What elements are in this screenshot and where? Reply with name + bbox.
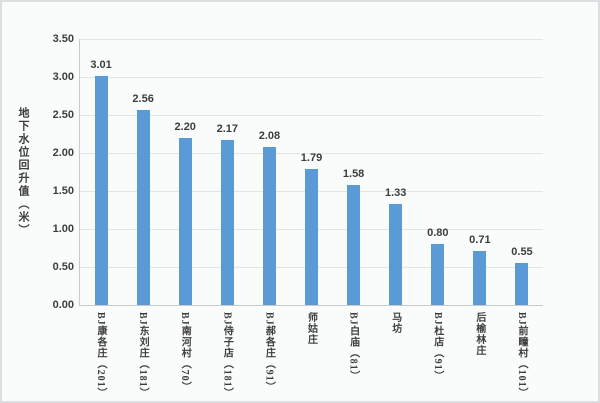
- bar: [473, 251, 487, 305]
- x-tick-label: 师姑庄: [305, 312, 317, 345]
- gridline: [80, 39, 543, 40]
- bar-slot: 2.56: [122, 39, 164, 305]
- bar-slot: 0.55: [501, 39, 543, 305]
- bar: [305, 168, 319, 305]
- x-axis-tick-labels: BJ康各庄（201） BJ东刘庄（181） BJ南河村（70） BJ侍子店（181） B…: [79, 312, 542, 401]
- gridline: [80, 115, 543, 116]
- bar-slot: 2.08: [248, 39, 290, 305]
- bar-value-label: 1.33: [384, 186, 407, 199]
- bar-value-label: 2.20: [174, 120, 196, 133]
- bar-value-label: 2.08: [258, 129, 281, 142]
- y-axis-title: 地下水位回升值（米）: [17, 107, 29, 237]
- bar-slot: 3.01: [80, 39, 122, 305]
- x-tick-label: BJ康各庄（201）: [95, 312, 107, 399]
- y-tick-label: 1.50: [52, 185, 74, 197]
- bar: [347, 184, 361, 305]
- bar-slot: 1.58: [333, 39, 375, 305]
- bar: [94, 76, 108, 305]
- bar: [262, 146, 276, 305]
- bar-value-label: 3.01: [90, 59, 112, 72]
- bar-value-label: 1.58: [342, 167, 365, 180]
- x-tick-label: BJ南河村（70）: [179, 312, 191, 393]
- x-tick-slot: BJ郝各庄（91）: [247, 312, 289, 393]
- bar: [220, 140, 234, 305]
- x-tick-slot: BJ白庙（81）: [332, 312, 374, 382]
- x-tick-slot: 马坊: [374, 312, 416, 334]
- x-tick-label: 后榆林庄: [473, 312, 485, 356]
- x-tick-label: BJ杜店（91）: [431, 312, 443, 382]
- bar-slot: 2.17: [206, 39, 248, 305]
- x-tick-slot: 师姑庄: [289, 312, 331, 345]
- bar-value-label: 1.79: [300, 151, 323, 164]
- bar: [136, 110, 150, 305]
- y-axis-tick-labels: 0.00 0.50 1.00 1.50 2.00 2.50 3.00 3.50: [2, 33, 74, 311]
- bar-value-label: 0.71: [469, 234, 491, 247]
- bars-row: 3.01 2.56 2.20 2.17 2.08 1.79 1.58 1.33 0.80 0.71…: [80, 39, 543, 305]
- x-tick-slot: BJ康各庄（201）: [79, 312, 121, 399]
- y-tick-label: 0.00: [52, 299, 74, 311]
- bar-value-label: 0.80: [427, 227, 449, 240]
- y-tick-label: 2.50: [52, 109, 74, 121]
- bar: [515, 263, 529, 305]
- x-tick-label: BJ郝各庄（91）: [263, 312, 275, 393]
- gridline: [80, 77, 543, 78]
- bar-slot: 2.20: [164, 39, 206, 305]
- bar-slot: 1.33: [375, 39, 417, 305]
- x-tick-slot: BJ前疃村（101）: [500, 312, 542, 399]
- plot-area: 3.01 2.56 2.20 2.17 2.08 1.79 1.58 1.33 0.80 0.71…: [79, 39, 543, 306]
- x-tick-label: BJ前疃村（101）: [515, 312, 527, 399]
- y-tick-label: 0.50: [52, 261, 74, 273]
- y-tick-label: 2.00: [52, 147, 74, 159]
- bar: [178, 137, 192, 305]
- x-tick-slot: 后榆林庄: [458, 312, 500, 356]
- x-tick-label: BJ东刘庄（181）: [137, 312, 149, 399]
- x-tick-label: BJ白庙（81）: [347, 312, 359, 382]
- bar-value-label: 2.56: [132, 93, 154, 106]
- bar-value-label: 0.55: [511, 246, 533, 259]
- bar-slot: 0.80: [417, 39, 459, 305]
- y-tick-label: 3.50: [52, 33, 74, 45]
- bar: [431, 244, 445, 305]
- x-tick-slot: BJ侍子店（181）: [205, 312, 247, 399]
- bar-slot: 1.79: [290, 39, 332, 305]
- x-tick-slot: BJ杜店（91）: [416, 312, 458, 382]
- bar-value-label: 2.17: [216, 123, 239, 136]
- x-tick-label: BJ侍子店（181）: [221, 312, 233, 399]
- x-tick-label: 马坊: [389, 312, 401, 334]
- gridline: [80, 153, 543, 154]
- bar: [389, 203, 403, 305]
- x-tick-slot: BJ东刘庄（181）: [121, 312, 163, 399]
- bar-slot: 0.71: [459, 39, 501, 305]
- y-tick-label: 1.00: [52, 223, 74, 235]
- y-tick-label: 3.00: [52, 71, 74, 83]
- x-tick-slot: BJ南河村（70）: [163, 312, 205, 393]
